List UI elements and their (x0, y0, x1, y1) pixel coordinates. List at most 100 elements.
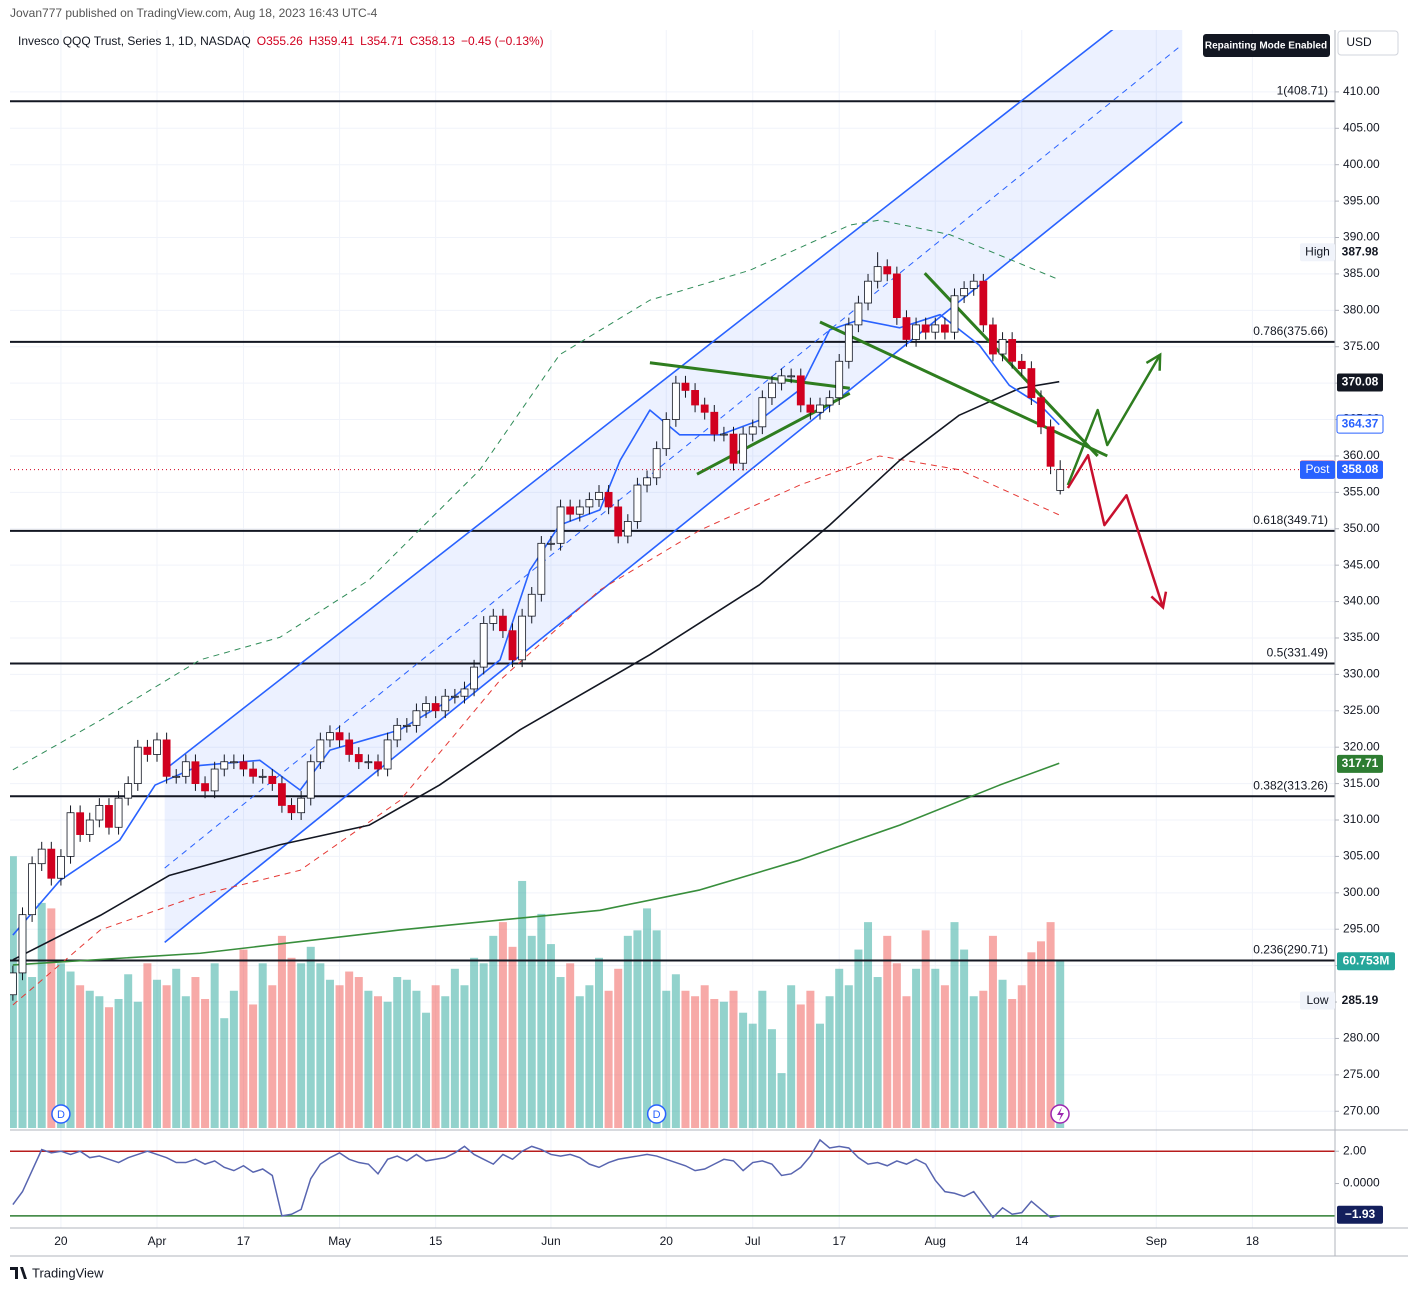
volume-bar (316, 963, 325, 1128)
candle-body (643, 477, 651, 486)
candle-body (479, 623, 488, 668)
candle-body (912, 324, 920, 340)
volume-bar (940, 985, 949, 1128)
candle-body (181, 761, 190, 777)
x-tick-label: 17 (833, 1234, 847, 1248)
y-tick-label: 395.00 (1343, 193, 1380, 207)
candle-body (700, 404, 709, 413)
volume-bar (575, 996, 584, 1128)
candle-body (345, 739, 354, 755)
candle-body (402, 724, 411, 727)
candle-body (979, 280, 988, 326)
candle-body (748, 426, 757, 435)
volume-bar (546, 944, 555, 1128)
volume-bar (76, 985, 85, 1128)
volume-bar (643, 908, 652, 1128)
y-tick-label: 330.00 (1343, 667, 1380, 681)
y-tick-label: 385.00 (1343, 266, 1380, 280)
currency-button[interactable] (1337, 30, 1399, 56)
candle-body (614, 506, 623, 537)
candle-body (105, 805, 113, 828)
candle-body (1027, 368, 1036, 399)
candle-body (585, 499, 594, 508)
y-tick-label: 310.00 (1343, 812, 1380, 826)
volume-bar (556, 977, 565, 1128)
candle-body (249, 768, 257, 777)
y-tick-label: 280.00 (1343, 1031, 1380, 1045)
candle-body (460, 688, 469, 697)
fib-label: 0.786(375.66) (1253, 324, 1328, 338)
candle-body (854, 302, 863, 326)
candle-body (57, 856, 65, 879)
volume-bar (143, 963, 152, 1128)
volume-bar (729, 990, 738, 1128)
volume-bar (652, 930, 661, 1128)
volume-bar (892, 963, 901, 1128)
x-tick-label: 18 (1246, 1234, 1260, 1248)
candle-body (229, 761, 238, 764)
lightning[interactable] (1057, 1107, 1064, 1121)
y-tick-label: 390.00 (1343, 230, 1380, 244)
volume-bar (95, 996, 104, 1128)
volume-bar (691, 996, 700, 1128)
candle-body (162, 739, 171, 777)
volume-bar (412, 990, 421, 1128)
price-badge-label: 358.08 (1342, 462, 1379, 476)
price-badge (1336, 414, 1384, 434)
fib-label: 0.236(290.71) (1253, 943, 1328, 957)
volume-bar (854, 949, 863, 1128)
volume-bar (585, 985, 594, 1128)
symbol: Invesco QQQ Trust, Series 1, 1D, NASDAQ (18, 34, 251, 48)
candle-body (652, 448, 661, 479)
candle-body (623, 521, 632, 537)
candle-body (825, 397, 834, 406)
candle-body (268, 775, 277, 785)
volume-bar (306, 946, 315, 1128)
candle-body (470, 666, 478, 690)
volume-bar (124, 974, 133, 1128)
event-marker (51, 1104, 71, 1124)
volume-bar (979, 990, 988, 1128)
candle-body (85, 819, 94, 835)
volume-bar (335, 985, 344, 1128)
candle-body (133, 746, 142, 785)
candle-body (1046, 426, 1055, 467)
x-tick-label: Sep (1146, 1234, 1168, 1248)
volume-bar (172, 968, 181, 1128)
volume-bar (229, 990, 238, 1128)
volume-bar (758, 990, 767, 1128)
volume-bar (460, 985, 469, 1128)
volume-bar (508, 946, 517, 1128)
alert-icon[interactable] (1050, 1104, 1070, 1124)
candle-body (844, 324, 853, 362)
candle-body (1056, 469, 1065, 491)
candle-body (508, 630, 517, 661)
fib-label: 1(408.71) (1277, 83, 1328, 97)
candle-body (835, 360, 844, 399)
high: H359.41 (309, 34, 355, 48)
volume-bar (671, 974, 680, 1128)
candle-body (998, 339, 1007, 355)
candle-body (537, 542, 546, 595)
currency-label[interactable]: USD (1346, 35, 1372, 49)
candle-body (527, 593, 536, 617)
candle-body (412, 710, 421, 726)
x-tick-label: 15 (429, 1234, 443, 1248)
x-tick-label: Aug (925, 1234, 946, 1248)
indicator-line (164, 121, 1183, 943)
volume-bar (210, 963, 219, 1128)
mode-badge (1203, 34, 1330, 57)
candle-body (1037, 397, 1045, 428)
volume-bar (700, 985, 709, 1128)
volume-bar (796, 1004, 805, 1128)
oscillator-line (12, 1138, 1061, 1219)
volume-bar (681, 990, 690, 1128)
price-badge (1337, 754, 1383, 773)
volume-bar (153, 979, 162, 1128)
y-tick-label: 320.00 (1343, 739, 1380, 753)
volume-bar (393, 977, 402, 1128)
volume-bar (623, 935, 632, 1128)
low: L354.71 (360, 34, 404, 48)
candle-body (931, 324, 940, 333)
volume-bar (345, 971, 354, 1128)
